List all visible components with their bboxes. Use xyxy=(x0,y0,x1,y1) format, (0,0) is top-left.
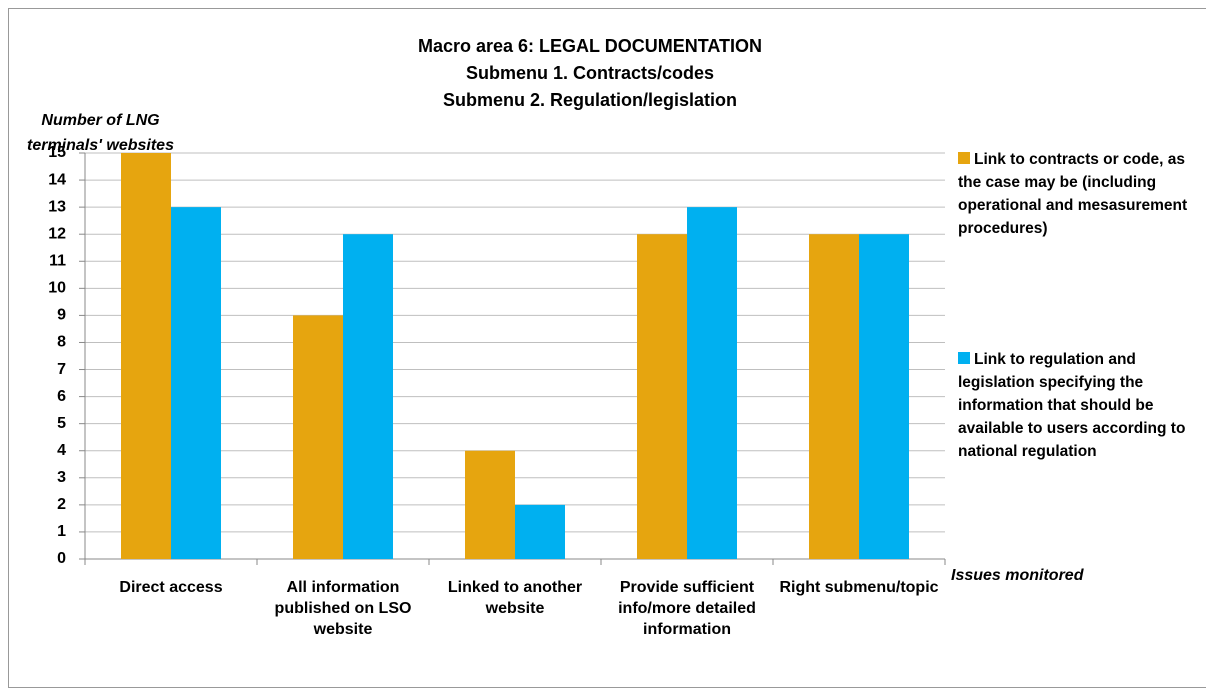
bar xyxy=(121,153,171,559)
y-tick-label: 2 xyxy=(57,496,66,513)
y-tick-label: 14 xyxy=(48,171,66,188)
y-tick-label: 13 xyxy=(48,198,66,215)
y-tick-label: 15 xyxy=(48,144,66,161)
y-tick-label: 6 xyxy=(57,388,66,405)
legend-swatch xyxy=(958,352,970,364)
y-tick-label: 4 xyxy=(57,442,66,459)
y-tick-label: 5 xyxy=(57,415,66,432)
bar xyxy=(687,207,737,559)
legend-label: Link to regulation and legislation speci… xyxy=(958,351,1186,460)
x-tick-label: Linked to another website xyxy=(447,579,583,617)
x-tick-label: Right submenu/topic xyxy=(779,579,939,596)
legend-swatch xyxy=(958,152,970,164)
chart-title: Macro area 6: LEGAL DOCUMENTATION xyxy=(418,36,762,56)
x-tick-label: Provide sufficient info/more detailed in… xyxy=(618,579,756,638)
y-tick-label: 12 xyxy=(48,225,66,242)
y-tick-label: 3 xyxy=(57,469,66,486)
bar xyxy=(171,207,221,559)
bar xyxy=(343,234,393,559)
legend-label: Link to contracts or code, as the case m… xyxy=(958,151,1188,237)
bar xyxy=(465,450,515,559)
legend-item: Link to contracts or code, as the case m… xyxy=(958,148,1196,240)
chart-title: Submenu 2. Regulation/legislation xyxy=(443,90,737,110)
y-tick-label: 10 xyxy=(48,280,66,297)
x-tick-label: All information published on LSO website xyxy=(274,579,412,638)
y-tick-label: 1 xyxy=(57,523,66,540)
y-axis-title: Number of LNG terminals' websites xyxy=(27,112,174,154)
y-tick-label: 9 xyxy=(57,307,66,324)
bar xyxy=(293,315,343,559)
y-tick-label: 7 xyxy=(57,361,66,378)
y-tick-label: 0 xyxy=(57,550,66,567)
x-tick-label: Direct access xyxy=(119,579,223,596)
bar xyxy=(809,234,859,559)
x-axis-title: Issues monitored xyxy=(951,567,1084,584)
legend-item: Link to regulation and legislation speci… xyxy=(958,348,1196,463)
bar xyxy=(515,504,565,559)
bar xyxy=(637,234,687,559)
bar xyxy=(859,234,909,559)
y-tick-label: 11 xyxy=(49,252,66,269)
y-tick-label: 8 xyxy=(57,334,66,351)
chart-title: Submenu 1. Contracts/codes xyxy=(466,63,714,83)
